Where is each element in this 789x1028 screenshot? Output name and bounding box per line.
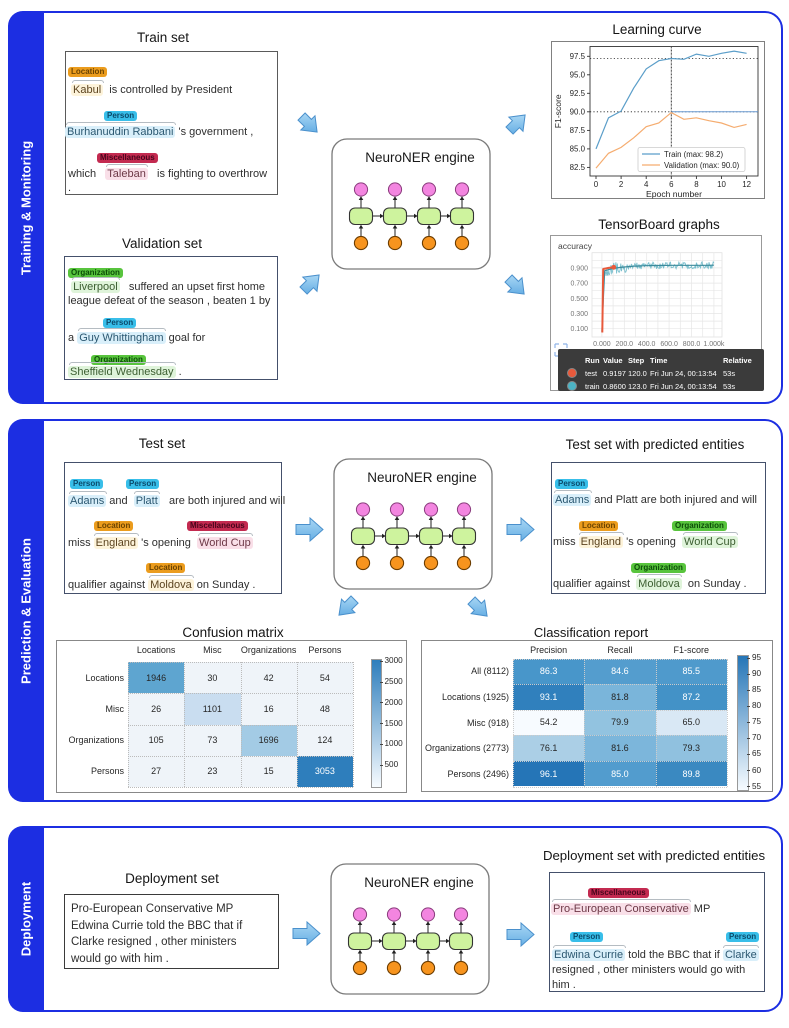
- svg-text:1.000k: 1.000k: [703, 341, 725, 348]
- svg-text:6: 6: [669, 180, 674, 189]
- svg-text:Validation (max: 90.0): Validation (max: 90.0): [664, 161, 740, 170]
- svg-text:8: 8: [694, 180, 699, 189]
- svg-text:NeuroNER engine: NeuroNER engine: [364, 875, 474, 890]
- svg-text:NeuroNER engine: NeuroNER engine: [367, 470, 477, 485]
- svg-text:95.0: 95.0: [570, 71, 586, 80]
- svg-text:0.500: 0.500: [570, 296, 588, 303]
- svg-text:82.5: 82.5: [570, 163, 586, 172]
- svg-text:90.0: 90.0: [570, 108, 586, 117]
- svg-text:12: 12: [742, 180, 751, 189]
- svg-text:0.000: 0.000: [593, 341, 611, 348]
- svg-text:97.5: 97.5: [570, 52, 586, 61]
- svg-text:400.0: 400.0: [638, 341, 656, 348]
- svg-text:accuracy: accuracy: [558, 241, 593, 251]
- svg-text:85.0: 85.0: [570, 145, 586, 154]
- svg-text:0.700: 0.700: [570, 281, 588, 288]
- svg-text:87.5: 87.5: [570, 126, 586, 135]
- svg-text:Train (max: 98.2): Train (max: 98.2): [664, 150, 723, 159]
- svg-text:0.100: 0.100: [570, 326, 588, 333]
- svg-text:200.0: 200.0: [616, 341, 634, 348]
- svg-text:0.300: 0.300: [570, 311, 588, 318]
- svg-text:800.0: 800.0: [683, 341, 701, 348]
- svg-text:NeuroNER engine: NeuroNER engine: [365, 150, 475, 165]
- svg-text:10: 10: [717, 180, 726, 189]
- svg-text:4: 4: [644, 180, 649, 189]
- svg-text:600.0: 600.0: [660, 341, 678, 348]
- svg-text:92.5: 92.5: [570, 89, 586, 98]
- svg-text:Epoch number: Epoch number: [646, 189, 702, 199]
- svg-text:2: 2: [619, 180, 623, 189]
- svg-text:0.900: 0.900: [570, 265, 588, 272]
- svg-text:F1-score: F1-score: [553, 94, 563, 128]
- svg-text:0: 0: [594, 180, 599, 189]
